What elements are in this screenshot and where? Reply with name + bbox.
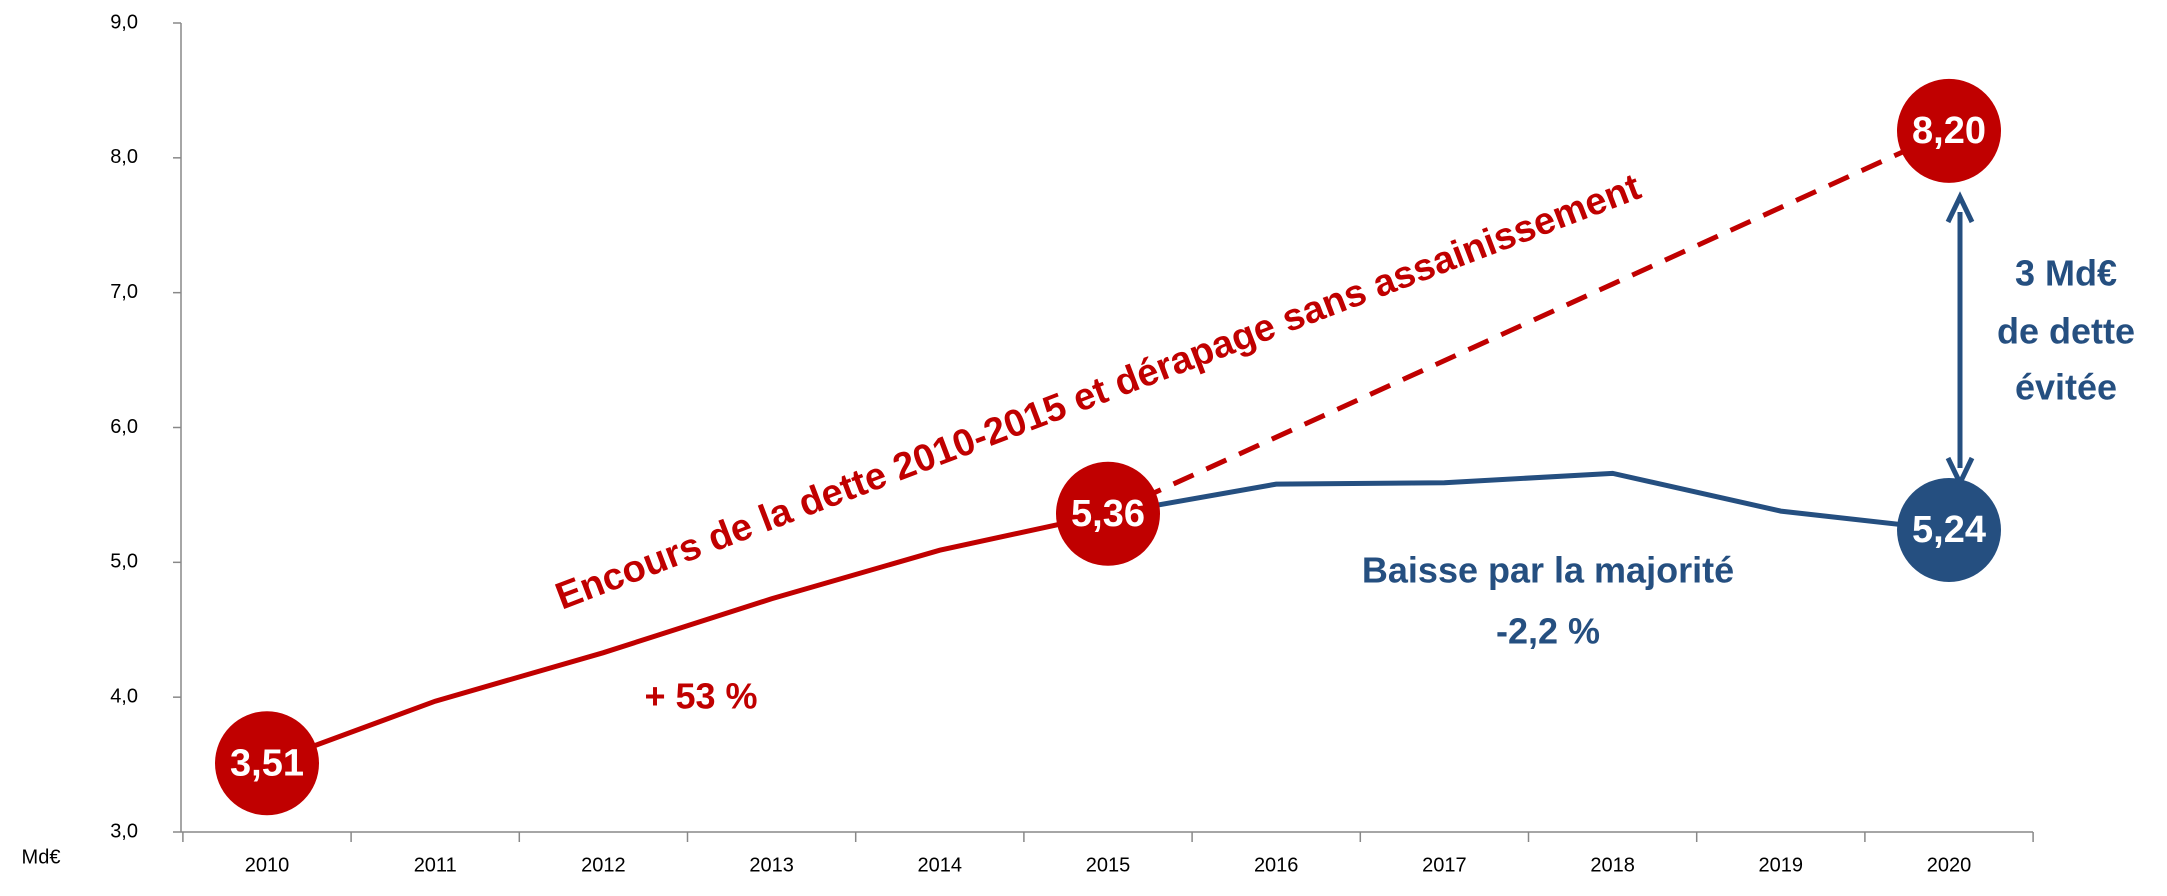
value-label: 8,20 (1912, 110, 1986, 152)
value-bubble (215, 711, 319, 816)
value-label: 3,51 (230, 742, 304, 784)
decline-value: -2,2 % (1496, 611, 1600, 652)
x-tick-label: 2012 (581, 854, 626, 876)
y-tick-label: 5,0 (110, 551, 138, 573)
x-tick-label: 2018 (1590, 854, 1635, 876)
x-tick-label: 2010 (245, 854, 290, 876)
decline-title: Baisse par la majorité (1362, 550, 1734, 591)
x-tick-label: 2016 (1254, 854, 1299, 876)
avoided-annotation: évitée (2015, 367, 2117, 408)
avoided-annotation: de dette (1997, 311, 2135, 352)
growth-annotation: + 53 % (644, 676, 757, 717)
series-line (1106, 128, 1951, 517)
value-label: 5,36 (1071, 493, 1145, 535)
value-bubble (1056, 461, 1160, 566)
value-label: 5,24 (1912, 509, 1986, 551)
x-tick-label: 2015 (1086, 854, 1131, 876)
x-tick-label: 2017 (1422, 854, 1467, 876)
y-tick-label: 8,0 (110, 146, 138, 168)
y-unit: Md€ (22, 846, 61, 868)
series-line (266, 511, 1109, 766)
y-tick-label: 6,0 (110, 416, 138, 438)
avoided-annotation: 3 Md€ (2015, 253, 2117, 294)
y-tick-label: 3,0 (110, 820, 138, 842)
value-bubble (1897, 78, 2001, 183)
y-tick-label: 9,0 (110, 11, 138, 33)
x-tick-label: 2020 (1927, 854, 1972, 876)
x-tick-label: 2013 (749, 854, 794, 876)
x-tick-label: 2011 (414, 854, 457, 876)
x-tick-label: 2019 (1759, 854, 1804, 876)
y-tick-label: 4,0 (110, 685, 138, 707)
value-bubble (1897, 477, 2001, 582)
y-tick-label: 7,0 (110, 281, 138, 303)
x-tick-label: 2014 (918, 854, 963, 876)
series-line (1107, 470, 1950, 533)
gap-arrow (1945, 191, 1975, 489)
